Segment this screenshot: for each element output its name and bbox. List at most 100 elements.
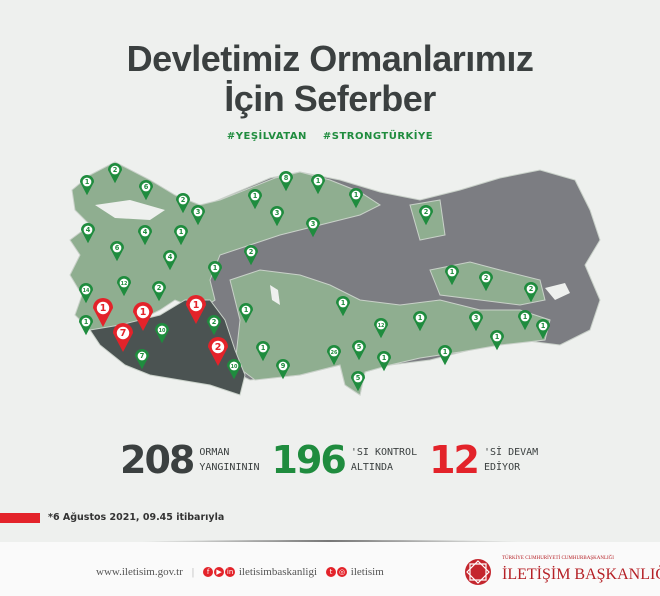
- title-line-2: İçin Seferber: [224, 78, 436, 119]
- fire-controlled-pin: 2: [524, 282, 538, 303]
- fire-controlled-pin: 1: [239, 303, 253, 324]
- fire-controlled-pin: 2: [479, 271, 493, 292]
- fire-controlled-pin: 12: [117, 276, 131, 297]
- stat-ongoing-number: 12: [429, 438, 480, 482]
- fire-ongoing-pin: 2: [208, 337, 228, 366]
- fire-controlled-pin: 1: [248, 189, 262, 210]
- lake-van: [545, 283, 570, 300]
- fire-controlled-pin: 3: [191, 205, 205, 226]
- pin-count: 4: [168, 253, 173, 261]
- pin-count: 1: [418, 314, 423, 322]
- pin-count: 3: [196, 208, 201, 216]
- fire-controlled-pin: 2: [108, 163, 122, 184]
- fire-controlled-pin: 1: [490, 330, 504, 351]
- website-link[interactable]: www.iletisim.gov.tr: [96, 566, 183, 578]
- stat-total-number: 208: [120, 438, 195, 482]
- pin-count: 10: [159, 328, 166, 334]
- pin-count: 1: [244, 306, 249, 314]
- pin-count: 2: [157, 284, 162, 292]
- pin-count: 9: [281, 362, 286, 370]
- instagram-icon: ◎: [337, 567, 348, 578]
- social-accounts-2[interactable]: t ◎ iletisim: [326, 566, 384, 578]
- fire-ongoing-pin: 1: [93, 298, 113, 327]
- hashtag: #STRONGTÜRKİYE: [322, 131, 434, 142]
- pin-count: 8: [284, 174, 289, 182]
- social-handle: iletisimbaskanligi: [238, 566, 318, 578]
- stat-controlled-label: 'SI KONTROL ALTINDA: [350, 447, 418, 473]
- fire-controlled-pin: 1: [413, 311, 427, 332]
- pin-count: 4: [143, 228, 148, 236]
- fire-controlled-pin: 2: [419, 205, 433, 226]
- iletisim-logo-icon: [465, 559, 491, 585]
- pin-count: 2: [249, 248, 254, 256]
- pin-count: 2: [113, 166, 118, 174]
- fire-controlled-pin: 6: [139, 180, 153, 201]
- pin-count: 1: [495, 333, 500, 341]
- pin-count: 1: [213, 264, 218, 272]
- fire-controlled-pin: 12: [374, 318, 388, 339]
- org-subtitle: TÜRKİYE CUMHURİYETİ CUMHURBAŞKANLIĞI: [502, 556, 614, 561]
- map-region-green-west: [69, 161, 382, 331]
- map-region-green-south: [229, 269, 551, 396]
- fire-controlled-pin: 1: [80, 175, 94, 196]
- fire-controlled-pin: 3: [306, 217, 320, 238]
- pin-count: 4: [86, 226, 91, 234]
- pin-count: 1: [382, 354, 387, 362]
- fire-controlled-pin: 1: [336, 296, 350, 317]
- pin-count: 1: [140, 307, 147, 318]
- fire-controlled-pin: 1: [438, 345, 452, 366]
- fire-controlled-pin: 1: [174, 225, 188, 246]
- pin-count: 1: [84, 318, 89, 326]
- youtube-icon: ▶: [214, 567, 225, 578]
- pin-count: 1: [341, 299, 346, 307]
- fire-controlled-pin: 10: [155, 323, 169, 344]
- pin-count: 12: [378, 323, 385, 329]
- pin-count: 2: [181, 196, 186, 204]
- stat-total-label: ORMAN YANGINININ: [199, 447, 260, 473]
- fire-controlled-pin: 2: [152, 281, 166, 302]
- fire-controlled-pin: 5: [351, 371, 365, 392]
- fire-controlled-pin: 14: [79, 283, 93, 304]
- pin-count: 5: [357, 343, 362, 351]
- separator: |: [191, 566, 195, 578]
- fire-controlled-pin: 7: [135, 349, 149, 370]
- fire-controlled-pin: 26: [327, 345, 341, 366]
- fire-controlled-pin: 10: [227, 359, 241, 380]
- pin-count: 14: [83, 288, 90, 294]
- twitter-icon: t: [326, 567, 337, 578]
- fire-controlled-pin: 2: [176, 193, 190, 214]
- pin-count: 2: [215, 342, 222, 353]
- fire-controlled-pin: 1: [79, 315, 93, 336]
- pin-count: 1: [316, 177, 321, 185]
- footnote: *6 Ağustos 2021, 09.45 itibarıyla: [48, 512, 225, 523]
- footer-links: www.iletisim.gov.tr | f ▶ in iletisimbaska…: [96, 566, 384, 578]
- pin-count: 7: [140, 352, 145, 360]
- marmara-sea: [95, 200, 165, 220]
- pin-count: 6: [144, 183, 149, 191]
- fire-controlled-pin: 6: [110, 241, 124, 262]
- pin-count: 1: [261, 344, 266, 352]
- fire-controlled-pin: 8: [279, 171, 293, 192]
- pin-count: 2: [529, 285, 534, 293]
- org-name: İLETİŞİM BAŞKANLIĞI: [502, 566, 660, 583]
- fire-controlled-pin: 4: [163, 250, 177, 271]
- fire-controlled-pin: 4: [138, 225, 152, 246]
- social-accounts[interactable]: f ▶ in iletisimbaskanligi: [203, 566, 317, 578]
- pin-count: 1: [100, 303, 107, 314]
- pin-count: 5: [356, 374, 361, 382]
- fire-ongoing-pin: 7: [113, 323, 133, 352]
- pin-count: 3: [474, 314, 479, 322]
- pin-count: 1: [450, 268, 455, 276]
- fire-ongoing-pin: 1: [186, 295, 206, 324]
- fire-controlled-pin: 2: [244, 245, 258, 266]
- fire-controlled-pin: 1: [536, 319, 550, 340]
- pin-count: 10: [231, 364, 238, 370]
- pin-count: 1: [523, 313, 528, 321]
- linkedin-icon: in: [225, 567, 236, 578]
- pin-count: 1: [179, 228, 184, 236]
- fire-controlled-pin: 1: [445, 265, 459, 286]
- pin-count: 26: [331, 350, 338, 356]
- stats-row: 208 ORMAN YANGINININ 196 'SI KONTROL ALT…: [120, 440, 550, 480]
- pin-count: 1: [193, 300, 200, 311]
